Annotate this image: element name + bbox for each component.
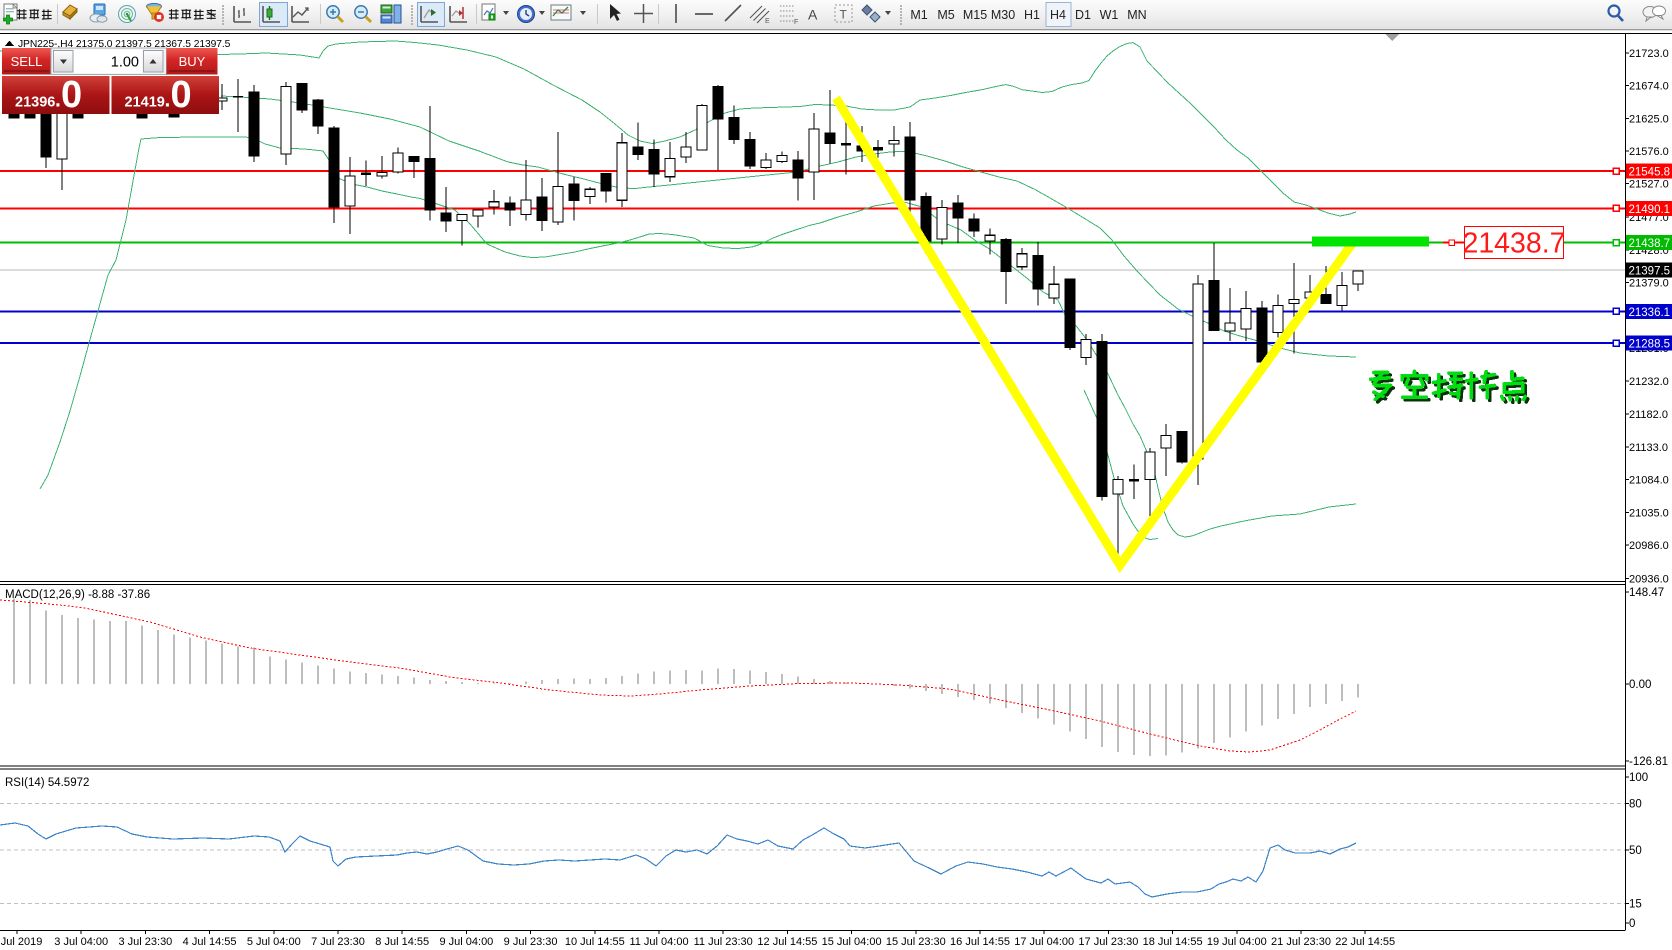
svg-text:50: 50 [1629,845,1642,857]
svg-text:7 Jul 23:30: 7 Jul 23:30 [311,936,365,948]
svg-text:80: 80 [1629,799,1642,811]
svg-text:22 Jul 14:55: 22 Jul 14:55 [1335,936,1395,948]
svg-text:MACD(12,26,9) -8.88 -37.86: MACD(12,26,9) -8.88 -37.86 [5,589,150,601]
svg-text:H1: H1 [1024,8,1040,22]
svg-text:21438.7: 21438.7 [1629,238,1671,250]
svg-text:100: 100 [1629,772,1648,784]
svg-text:17 Jul 23:30: 17 Jul 23:30 [1078,936,1138,948]
svg-text:21419: 21419 [125,95,165,111]
svg-text:BUY: BUY [179,54,206,69]
svg-text:19 Jul 04:00: 19 Jul 04:00 [1207,936,1267,948]
svg-text:21438.7: 21438.7 [1462,228,1565,260]
svg-text:21490.1: 21490.1 [1629,204,1671,216]
svg-text:21288.5: 21288.5 [1629,339,1671,351]
svg-text:21625.0: 21625.0 [1629,113,1669,125]
svg-text:MN: MN [1127,8,1146,22]
svg-text:4 Jul 14:55: 4 Jul 14:55 [183,936,237,948]
svg-text:M15: M15 [963,8,987,22]
svg-text:21397.5: 21397.5 [1629,266,1671,278]
svg-text:3 Jul 23:30: 3 Jul 23:30 [118,936,172,948]
svg-text:2 Jul 2019: 2 Jul 2019 [0,936,42,948]
svg-text:1.00: 1.00 [111,55,139,71]
svg-text:.: . [165,89,171,112]
svg-text:20936.0: 20936.0 [1629,574,1669,586]
svg-text:20986.0: 20986.0 [1629,540,1669,552]
svg-text:0: 0 [1629,918,1635,930]
svg-text:21379.0: 21379.0 [1629,278,1669,290]
svg-text:9 Jul 23:30: 9 Jul 23:30 [504,936,558,948]
svg-text:17 Jul 04:00: 17 Jul 04:00 [1014,936,1074,948]
svg-text:T: T [840,8,848,22]
svg-text:A: A [808,7,818,23]
svg-text:15 Jul 23:30: 15 Jul 23:30 [886,936,946,948]
svg-text:21576.0: 21576.0 [1629,146,1669,158]
svg-text:SELL: SELL [11,54,43,69]
svg-text:H4: H4 [1050,8,1066,22]
svg-text:M30: M30 [991,8,1015,22]
svg-text:8 Jul 14:55: 8 Jul 14:55 [375,936,429,948]
svg-text:D1: D1 [1075,8,1091,22]
svg-text:F: F [794,19,798,26]
svg-text:21035.0: 21035.0 [1629,507,1669,519]
svg-text:0: 0 [61,74,82,116]
svg-text:12 Jul 14:55: 12 Jul 14:55 [757,936,817,948]
svg-text:0.00: 0.00 [1629,679,1651,691]
svg-text:E: E [765,18,770,25]
svg-text:3 Jul 04:00: 3 Jul 04:00 [54,936,108,948]
svg-text:RSI(14) 54.5972: RSI(14) 54.5972 [5,777,89,789]
svg-text:21396: 21396 [15,95,55,111]
svg-text:21 Jul 23:30: 21 Jul 23:30 [1271,936,1331,948]
svg-text:M1: M1 [910,8,927,22]
svg-text:0: 0 [171,74,192,116]
svg-text:148.47: 148.47 [1629,587,1664,599]
svg-text:10 Jul 14:55: 10 Jul 14:55 [565,936,625,948]
svg-text:15 Jul 04:00: 15 Jul 04:00 [822,936,882,948]
svg-text:21182.0: 21182.0 [1629,409,1668,421]
svg-text:21084.0: 21084.0 [1629,475,1669,487]
svg-text:-126.81: -126.81 [1629,756,1668,768]
svg-text:21133.0: 21133.0 [1629,442,1668,454]
svg-text:21674.0: 21674.0 [1629,81,1669,93]
svg-text:9 Jul 04:00: 9 Jul 04:00 [439,936,493,948]
svg-text:W1: W1 [1100,8,1119,22]
svg-text:18 Jul 14:55: 18 Jul 14:55 [1143,936,1203,948]
svg-text:15: 15 [1629,899,1642,911]
svg-text:16 Jul 14:55: 16 Jul 14:55 [950,936,1010,948]
svg-text:21232.0: 21232.0 [1629,376,1669,388]
svg-text:M5: M5 [937,8,954,22]
svg-text:.: . [55,89,61,112]
svg-text:21545.8: 21545.8 [1629,167,1671,179]
svg-text:5 Jul 04:00: 5 Jul 04:00 [247,936,301,948]
svg-text:11 Jul 23:30: 11 Jul 23:30 [694,936,753,948]
svg-text:11 Jul 04:00: 11 Jul 04:00 [629,936,688,948]
svg-text:21723.0: 21723.0 [1629,48,1669,60]
svg-text:21336.1: 21336.1 [1629,307,1671,319]
svg-text:JPN225-,H4 21375.0 21397.5 21: JPN225-,H4 21375.0 21397.5 21367.5 21397… [18,39,231,50]
svg-text:21527.0: 21527.0 [1629,179,1669,191]
